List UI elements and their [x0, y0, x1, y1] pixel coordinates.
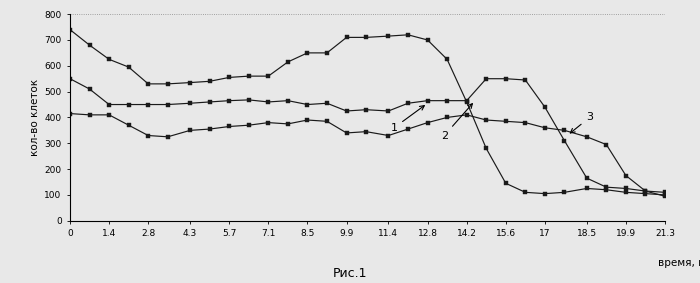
X-axis label: время, мин: время, мин: [658, 258, 700, 268]
Y-axis label: кол-во клеток: кол-во клеток: [30, 79, 41, 156]
Text: 3: 3: [570, 112, 593, 133]
Text: Рис.1: Рис.1: [332, 267, 368, 280]
Text: 2: 2: [441, 104, 472, 141]
Text: 1: 1: [391, 106, 424, 133]
